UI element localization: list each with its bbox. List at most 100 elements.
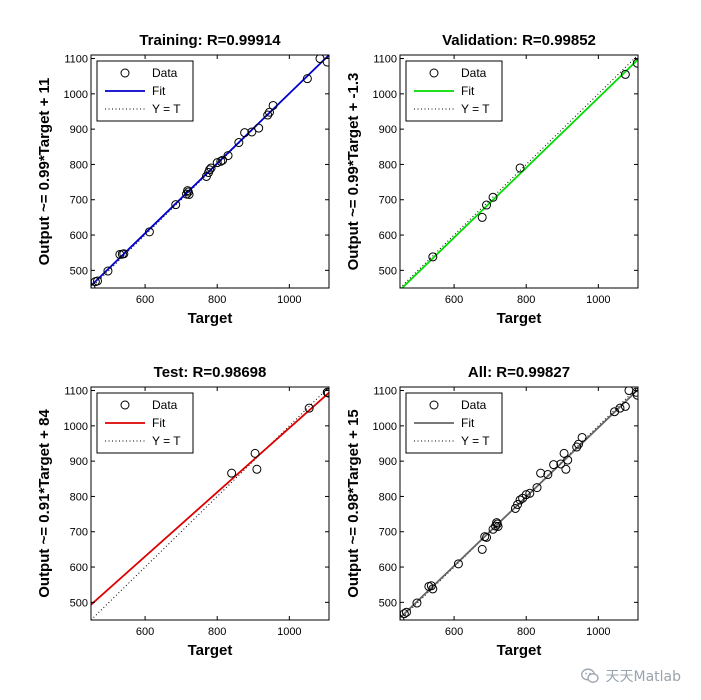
data-point (532, 483, 542, 493)
legend-label: Fit (461, 84, 475, 98)
data-point (183, 186, 193, 196)
y-axis-label: Output ~= 0.99*Target + 11 (36, 78, 53, 266)
data-point (263, 110, 273, 120)
legend-label: Y = T (152, 102, 181, 116)
panel-4: 600 800 1000 500 600 700 800 900 1000 1100 All: R=… (345, 364, 639, 659)
data-point (482, 532, 492, 542)
watermark-text: 天天Matlab (605, 669, 681, 685)
data-point (620, 401, 630, 411)
y-tick-label: 1000 (64, 421, 88, 433)
data-point (401, 607, 411, 617)
panel-title: Training: R=0.99914 (139, 32, 281, 49)
y-tick-label: 900 (379, 124, 397, 136)
x-tick-label: 1000 (586, 294, 610, 306)
y-tick-label: 500 (379, 265, 397, 277)
data-point (302, 74, 312, 84)
x-tick-label: 600 (136, 626, 154, 638)
legend-data-marker (429, 400, 439, 410)
data-point (144, 227, 154, 237)
y-tick-label: 800 (379, 159, 397, 171)
y-axis-label: Output ~= 0.99*Target + -1.3 (345, 73, 362, 271)
y-tick-label: 600 (70, 230, 88, 242)
data-point (254, 123, 264, 133)
legend-label: Data (461, 398, 487, 412)
y-tick-label: 600 (70, 562, 88, 574)
legend: Data Fit Y = T (405, 60, 503, 122)
data-point (543, 470, 553, 480)
x-tick-label: 800 (517, 626, 535, 638)
data-point (615, 403, 625, 413)
legend-data-marker (120, 400, 130, 410)
y-axis-label: Output ~= 0.98*Target + 15 (345, 409, 362, 598)
data-point (92, 276, 102, 286)
fit-line (91, 55, 329, 287)
data-point (515, 495, 525, 505)
data-point (493, 521, 503, 531)
y-tick-label: 900 (70, 124, 88, 136)
axes-frame (399, 54, 639, 289)
y-tick-label: 600 (379, 562, 397, 574)
panel-1: 600 800 1000 500 600 700 800 900 1000 1100 Trainin… (36, 32, 330, 327)
data-point (412, 598, 422, 608)
legend-label: Fit (152, 416, 166, 430)
data-point (265, 107, 274, 117)
panel-title: Test: R=0.98698 (154, 364, 267, 381)
data-point (556, 459, 566, 469)
legend-label: Data (461, 66, 487, 80)
y-tick-label: 600 (379, 230, 397, 242)
y-tick-label: 900 (379, 456, 397, 468)
x-tick-label: 1000 (586, 626, 610, 638)
y-tick-label: 1100 (373, 386, 397, 398)
y-tick-label: 1100 (373, 54, 397, 66)
data-point (206, 163, 216, 173)
data-point (482, 200, 492, 210)
data-point (525, 488, 535, 498)
x-tick-label: 600 (445, 626, 463, 638)
data-point (205, 165, 215, 175)
legend-label: Data (152, 66, 178, 80)
legend-label: Fit (461, 416, 475, 430)
y-tick-label: 700 (379, 195, 397, 207)
data-point (234, 138, 244, 148)
data-point (268, 100, 278, 110)
data-point (477, 544, 487, 554)
data-point (216, 156, 226, 166)
wechat-icon (581, 668, 600, 683)
data-point (620, 69, 630, 79)
y-tick-label: 500 (70, 597, 88, 609)
data-point (488, 524, 498, 534)
data-point (428, 584, 438, 594)
y-tick-label: 700 (70, 527, 88, 539)
y-tick-label: 700 (379, 527, 397, 539)
y-tick-label: 500 (70, 265, 88, 277)
legend-label: Y = T (152, 434, 181, 448)
x-tick-label: 600 (445, 294, 463, 306)
x-tick-label: 1000 (277, 294, 301, 306)
data-point (477, 212, 487, 222)
data-point (563, 455, 573, 465)
y-tick-label: 800 (70, 491, 88, 503)
data-point (247, 127, 257, 137)
panel-2: 600 800 1000 500 600 700 800 900 1000 1100 Validat… (345, 32, 639, 327)
x-axis-label: Target (188, 642, 233, 659)
fit-line (91, 391, 329, 606)
x-axis-label: Target (188, 310, 233, 327)
x-axis-label: Target (497, 642, 542, 659)
legend-data-marker (429, 68, 439, 78)
legend: Data Fit Y = T (96, 392, 194, 454)
data-point (428, 252, 438, 262)
data-point (250, 448, 260, 458)
data-point (577, 432, 587, 442)
data-point (492, 518, 502, 528)
panel-3: 600 800 1000 500 600 700 800 900 1000 1100 Test: R… (36, 364, 330, 659)
plot-content (91, 55, 329, 288)
data-point (119, 249, 129, 259)
legend-label: Fit (152, 84, 166, 98)
data-point (227, 468, 237, 478)
y-tick-label: 1100 (64, 386, 88, 398)
y-tick-label: 800 (70, 159, 88, 171)
data-point (572, 442, 582, 452)
data-point (322, 387, 329, 397)
x-tick-label: 1000 (277, 626, 301, 638)
